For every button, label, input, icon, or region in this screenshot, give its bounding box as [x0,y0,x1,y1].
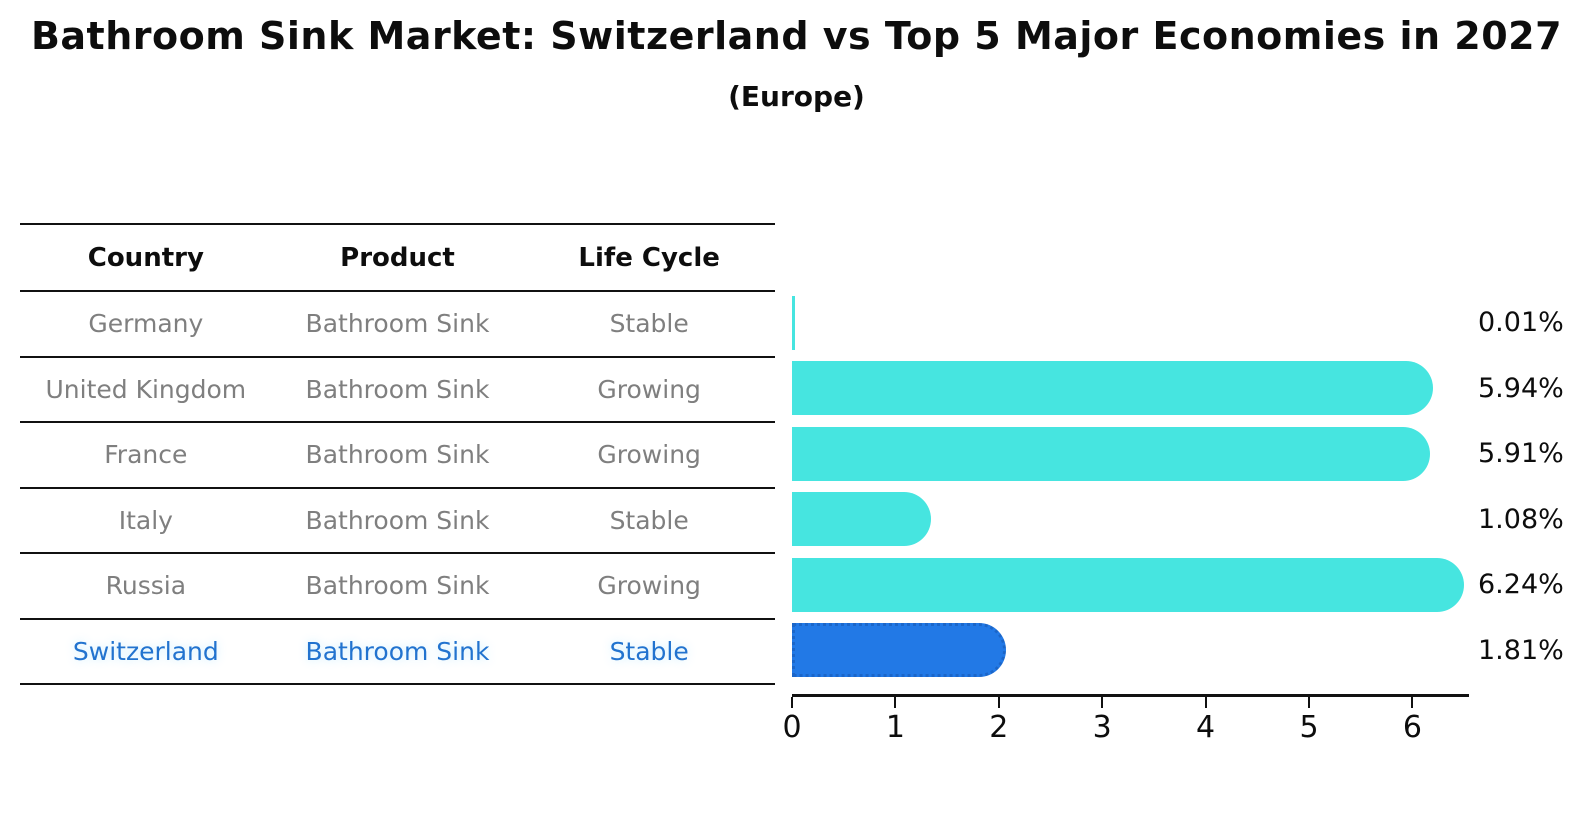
x-tick-mark-2 [997,697,1000,708]
lifecycle-cell: Growing [597,440,701,470]
x-axis-line [792,694,1469,697]
table-body: Germany Bathroom Sink Stable United Kingdom… [20,292,775,685]
table-header-country: Country [87,242,204,273]
table-header-lifecycle: Life Cycle [578,242,720,273]
bar-plot-area [792,290,1469,683]
product-cell: Bathroom Sink [305,374,490,404]
chart-subtitle: (Europe) [728,80,865,113]
chart-title: Bathroom Sink Market: Switzerland vs Top… [30,14,1563,58]
lifecycle-cell: Growing [597,374,701,404]
table-row-france: France Bathroom Sink Growing [20,423,775,489]
x-tick-mark-0 [791,697,793,708]
bar-switzerland [792,623,1007,678]
bar-united-kingdom [792,361,1434,416]
table-header-product: Product [340,242,455,273]
x-tick-label-1: 1 [885,710,905,745]
value-label-italy: 1.08% [1478,503,1564,535]
x-tick-label-6: 6 [1402,710,1422,745]
lifecycle-cell: Stable [609,309,689,339]
x-tick-mark-3 [1101,697,1104,708]
bar-germany [792,295,795,350]
value-label-france: 5.91% [1478,438,1564,470]
country-cell: Switzerland [72,636,219,666]
value-label-united-kingdom: 5.94% [1478,372,1564,404]
lifecycle-cell: Stable [609,636,689,666]
x-tick-label-0: 0 [782,710,802,745]
lifecycle-cell: Growing [597,571,701,601]
x-tick-label-4: 4 [1196,710,1216,745]
value-label-russia: 6.24% [1478,569,1564,601]
table-row-italy: Italy Bathroom Sink Stable [20,489,775,554]
product-cell: Bathroom Sink [305,636,490,666]
bar-italy [792,492,931,547]
table-header-row: Country Product Life Cycle [20,225,775,292]
value-label-switzerland: 1.81% [1478,634,1564,666]
x-tick-label-3: 3 [1092,710,1112,745]
bar-russia [792,557,1465,612]
x-tick-mark-6 [1411,697,1414,708]
value-label-germany: 0.01% [1478,307,1564,339]
x-tick-mark-5 [1308,697,1310,708]
table-row-germany: Germany Bathroom Sink Stable [20,292,775,358]
country-cell: Russia [105,571,187,601]
table-row-russia: Russia Bathroom Sink Growing [20,554,775,620]
country-cell: Italy [118,505,173,535]
country-cell: United Kingdom [45,374,247,404]
lifecycle-cell: Stable [609,505,689,535]
x-tick-mark-4 [1204,697,1207,708]
country-cell: France [104,440,188,470]
x-tick-label-5: 5 [1299,710,1319,745]
x-tick-label-2: 2 [989,710,1009,745]
product-cell: Bathroom Sink [305,505,490,535]
table-row-switzerland: Switzerland Bathroom Sink Stable [20,620,775,685]
product-cell: Bathroom Sink [305,309,490,339]
bar-france [792,426,1431,481]
table-row-united-kingdom: United Kingdom Bathroom Sink Growing [20,358,775,423]
comparison-table: Country Product Life Cycle Germany Bathro… [20,223,775,685]
product-cell: Bathroom Sink [305,440,490,470]
product-cell: Bathroom Sink [305,571,490,601]
country-cell: Germany [88,309,204,339]
x-tick-mark-1 [894,697,897,708]
